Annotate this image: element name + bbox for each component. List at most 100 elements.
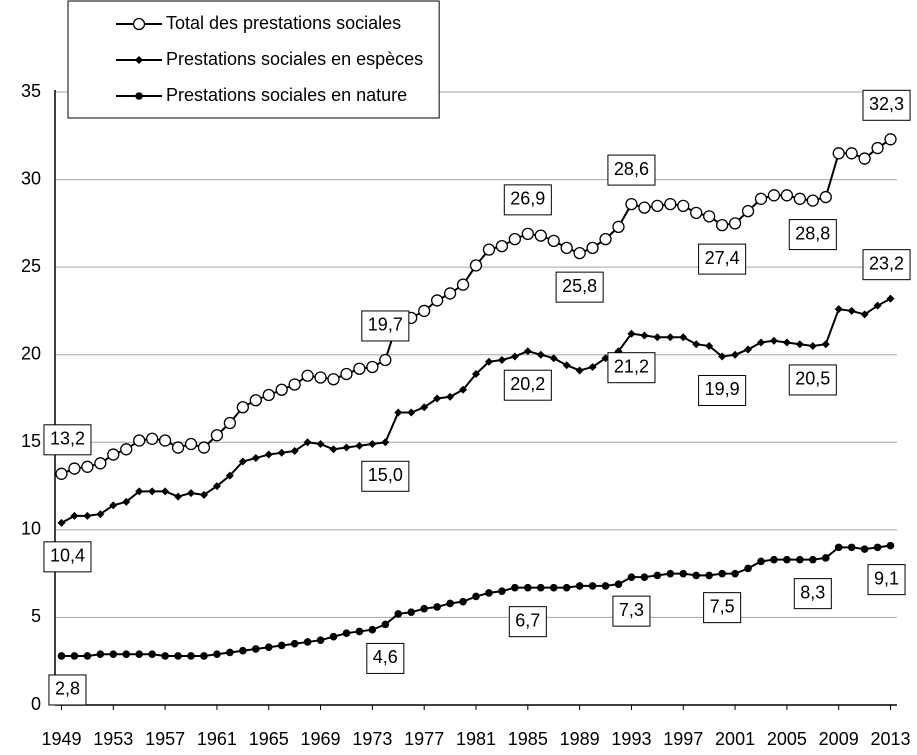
marker (446, 392, 455, 401)
marker (133, 434, 146, 447)
legend-label: Prestations sociales en espèces (166, 49, 423, 69)
value-label: 28,8 (795, 223, 830, 243)
marker (586, 241, 599, 255)
series-line (61, 544, 891, 657)
marker (443, 287, 457, 300)
value-label: 10,4 (50, 546, 85, 566)
value-label: 7,5 (710, 596, 735, 616)
marker (96, 510, 105, 519)
marker (225, 471, 234, 480)
marker (847, 306, 856, 315)
marker (627, 329, 636, 338)
marker (433, 603, 441, 611)
marker (821, 554, 830, 562)
marker (731, 350, 740, 359)
x-tick-label: 1997 (663, 729, 703, 749)
marker (262, 388, 275, 402)
x-tick-label: 1973 (352, 729, 392, 749)
value-label-box (862, 249, 911, 281)
marker (521, 227, 534, 241)
marker (703, 210, 716, 223)
marker (886, 541, 895, 550)
marker (472, 592, 480, 601)
marker (873, 301, 882, 310)
marker (536, 350, 545, 359)
value-label-box (867, 564, 906, 596)
marker (534, 229, 547, 242)
marker (549, 583, 558, 592)
marker (640, 573, 649, 581)
x-tick-label: 1957 (145, 729, 185, 749)
marker (342, 629, 351, 637)
marker (627, 573, 636, 581)
value-label: 20,5 (795, 369, 830, 389)
marker (83, 511, 92, 520)
marker (251, 454, 260, 463)
marker (562, 361, 571, 370)
marker (498, 587, 506, 595)
value-label: 7,3 (619, 600, 644, 620)
marker (277, 448, 286, 457)
marker (783, 555, 791, 564)
marker (316, 636, 325, 644)
marker (508, 232, 522, 246)
x-tick-label: 1953 (93, 729, 133, 749)
marker (135, 650, 143, 659)
marker (109, 501, 118, 510)
legend-label: Total des prestations sociales (166, 13, 401, 33)
value-label: 32,3 (869, 94, 904, 114)
value-label-box (862, 89, 911, 121)
marker (601, 582, 610, 590)
marker (808, 341, 817, 350)
value-label-box (43, 541, 92, 573)
marker (858, 152, 871, 165)
marker (407, 608, 416, 616)
marker (161, 487, 170, 496)
marker (860, 545, 869, 553)
x-tick-label: 1969 (301, 729, 341, 749)
marker (148, 487, 157, 496)
marker (873, 543, 882, 552)
marker (197, 441, 211, 454)
marker (70, 511, 79, 520)
marker (57, 652, 66, 660)
marker (666, 569, 675, 578)
marker (236, 401, 249, 414)
marker (705, 341, 714, 350)
marker (741, 204, 755, 218)
marker (210, 429, 224, 442)
marker (355, 627, 364, 636)
marker (588, 362, 597, 371)
marker (510, 352, 519, 361)
marker (288, 378, 301, 391)
value-label: 19,7 (368, 315, 403, 335)
value-label: 27,4 (705, 248, 740, 268)
marker (780, 189, 794, 202)
marker (303, 638, 312, 646)
marker (394, 610, 403, 618)
marker (174, 492, 183, 501)
value-label: 28,6 (614, 159, 649, 179)
marker (316, 440, 325, 449)
marker (96, 650, 105, 659)
value-label-box (607, 352, 656, 384)
marker (379, 353, 392, 367)
x-tick-label: 1989 (560, 729, 600, 749)
value-label: 25,8 (562, 276, 597, 296)
value-label-box (703, 592, 742, 624)
series: 13,2 19,7 26,9 25,8 28,6 27,4 28,8 32,3 (43, 89, 911, 480)
x-tick-label: 2009 (819, 729, 859, 749)
marker (653, 571, 662, 580)
marker (625, 197, 638, 211)
marker (511, 583, 519, 592)
marker (588, 582, 597, 590)
value-label: 15,0 (368, 465, 403, 485)
value-label-box (698, 243, 747, 275)
marker (690, 206, 703, 219)
marker (226, 648, 234, 657)
marker (536, 583, 545, 592)
value-label: 8,3 (800, 582, 825, 602)
legend-label: Prestations sociales en nature (166, 85, 407, 105)
marker (782, 338, 791, 347)
marker (290, 447, 299, 456)
